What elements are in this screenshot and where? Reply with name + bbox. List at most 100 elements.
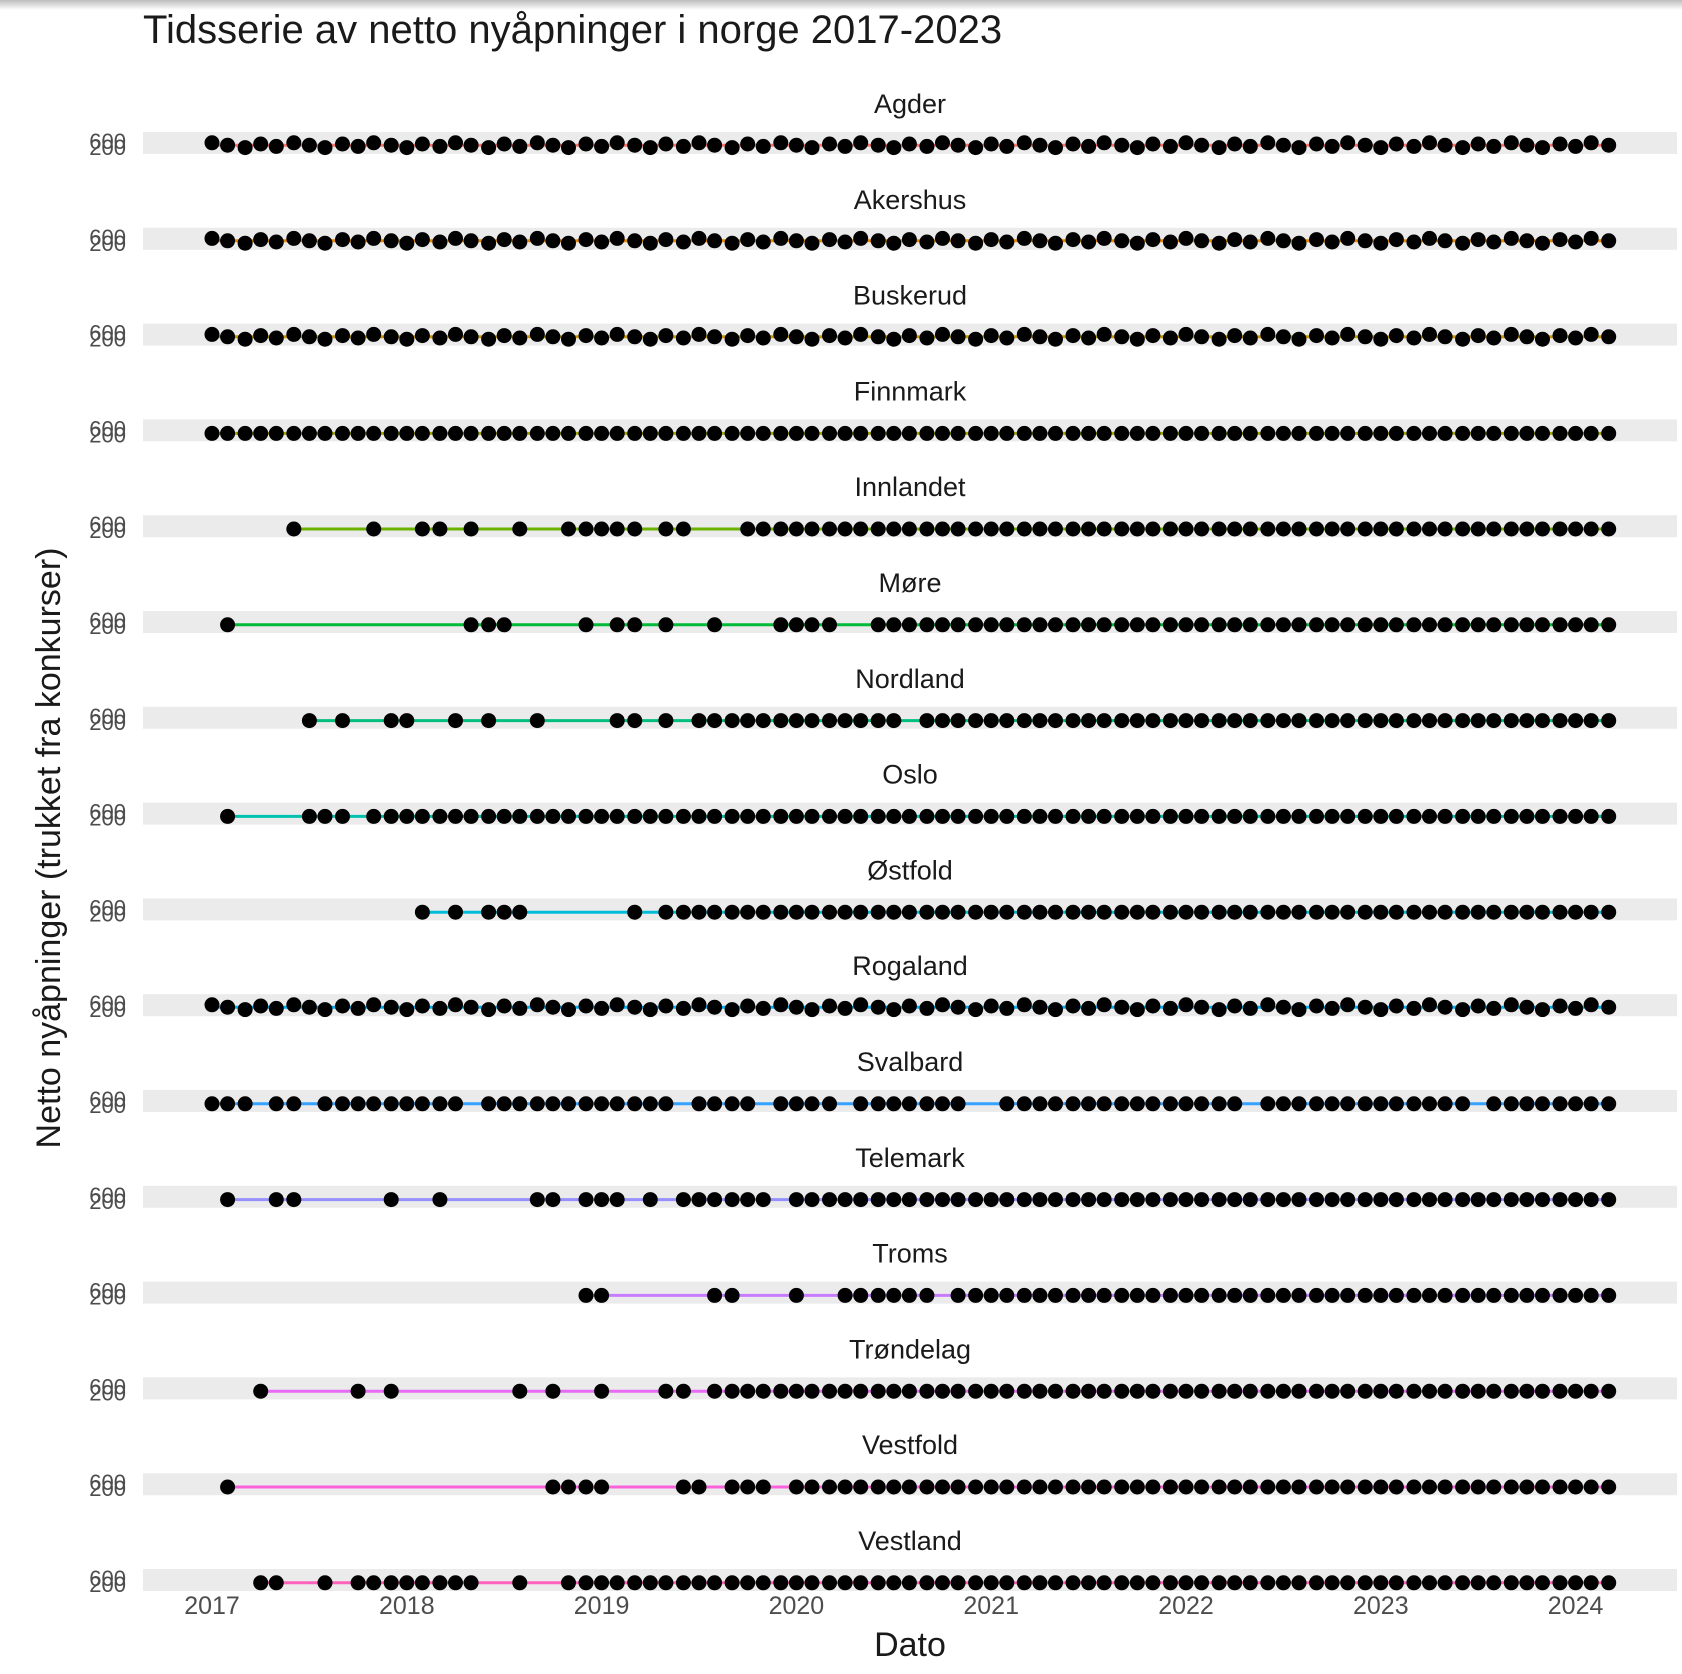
data-point — [1519, 808, 1535, 824]
data-point — [1503, 1287, 1519, 1303]
data-point — [983, 617, 999, 633]
data-point — [658, 328, 674, 344]
data-point — [1227, 521, 1243, 537]
data-point — [1486, 904, 1502, 920]
data-point — [317, 1575, 333, 1591]
data-point — [1357, 1287, 1373, 1303]
data-point — [919, 1287, 935, 1303]
data-point — [691, 1479, 707, 1495]
data-point — [804, 1192, 820, 1208]
data-point — [1437, 521, 1453, 537]
data-point — [1145, 425, 1161, 441]
data-point — [317, 808, 333, 824]
data-point — [1388, 425, 1404, 441]
data-point — [935, 808, 950, 824]
data-point — [1309, 1479, 1325, 1495]
data-point — [804, 331, 820, 347]
data-point — [399, 1002, 415, 1018]
data-point — [1178, 713, 1194, 729]
data-point — [1275, 521, 1291, 537]
data-point — [886, 521, 902, 537]
data-point — [1388, 998, 1404, 1014]
data-point — [870, 1287, 886, 1303]
data-point — [301, 999, 317, 1015]
data-point — [560, 140, 576, 156]
data-point — [999, 1479, 1015, 1495]
data-point — [1242, 713, 1258, 729]
data-point — [545, 137, 561, 153]
data-point — [675, 904, 691, 920]
data-point — [1242, 904, 1258, 920]
data-point — [1503, 521, 1519, 537]
data-point — [1324, 234, 1340, 250]
data-point — [1047, 1002, 1063, 1018]
data-point — [870, 808, 886, 824]
data-point — [286, 521, 302, 537]
data-point — [1437, 1479, 1453, 1495]
data-point — [1275, 1287, 1291, 1303]
data-point — [983, 136, 999, 152]
data-point — [935, 713, 950, 729]
data-point — [1534, 235, 1550, 251]
data-point — [1601, 329, 1617, 345]
data-point — [1357, 137, 1373, 153]
data-point — [1275, 904, 1291, 920]
data-point — [919, 330, 935, 346]
data-point — [1373, 235, 1389, 251]
data-point — [237, 140, 253, 156]
data-point — [1145, 1096, 1161, 1112]
data-point — [335, 425, 351, 441]
data-point — [1242, 138, 1258, 154]
data-point — [560, 521, 576, 537]
data-point — [432, 521, 448, 537]
data-point — [1422, 1479, 1437, 1495]
data-point — [496, 136, 512, 152]
data-point — [999, 521, 1015, 537]
data-point — [1162, 904, 1178, 920]
data-point — [1032, 617, 1048, 633]
data-point — [1601, 999, 1617, 1015]
data-point — [1047, 235, 1063, 251]
data-point — [463, 233, 479, 249]
data-point — [1096, 617, 1112, 633]
data-point — [545, 233, 561, 249]
data-point — [1486, 1000, 1502, 1016]
facet-label: Telemark — [855, 1143, 965, 1173]
data-point — [901, 1096, 917, 1112]
data-point — [1437, 425, 1453, 441]
data-point — [578, 521, 594, 537]
data-point — [286, 997, 302, 1013]
data-point — [1114, 999, 1130, 1015]
data-point — [1242, 808, 1258, 824]
data-point — [366, 997, 382, 1013]
data-point — [1373, 1383, 1389, 1399]
data-point — [560, 1575, 576, 1591]
facet-label: Troms — [872, 1239, 948, 1269]
data-point — [1065, 713, 1081, 729]
data-point — [724, 1575, 740, 1591]
data-point — [414, 328, 430, 344]
data-point — [1291, 904, 1307, 920]
data-point — [1047, 1192, 1063, 1208]
data-point — [901, 136, 917, 152]
data-point — [1455, 617, 1471, 633]
data-point — [204, 135, 220, 151]
data-point — [658, 1096, 674, 1112]
data-point — [496, 328, 512, 344]
data-point — [481, 617, 497, 633]
data-point — [1503, 997, 1519, 1013]
data-point — [788, 1383, 804, 1399]
data-point — [1194, 137, 1210, 153]
data-point — [886, 1096, 902, 1112]
data-point — [399, 425, 415, 441]
data-point — [1324, 617, 1340, 633]
data-point — [853, 997, 869, 1013]
data-point — [658, 904, 674, 920]
data-point — [1568, 1096, 1584, 1112]
data-point — [350, 1096, 366, 1112]
data-point — [301, 808, 317, 824]
data-point — [1486, 1096, 1502, 1112]
data-point — [1324, 1192, 1340, 1208]
data-point — [1601, 1575, 1617, 1591]
